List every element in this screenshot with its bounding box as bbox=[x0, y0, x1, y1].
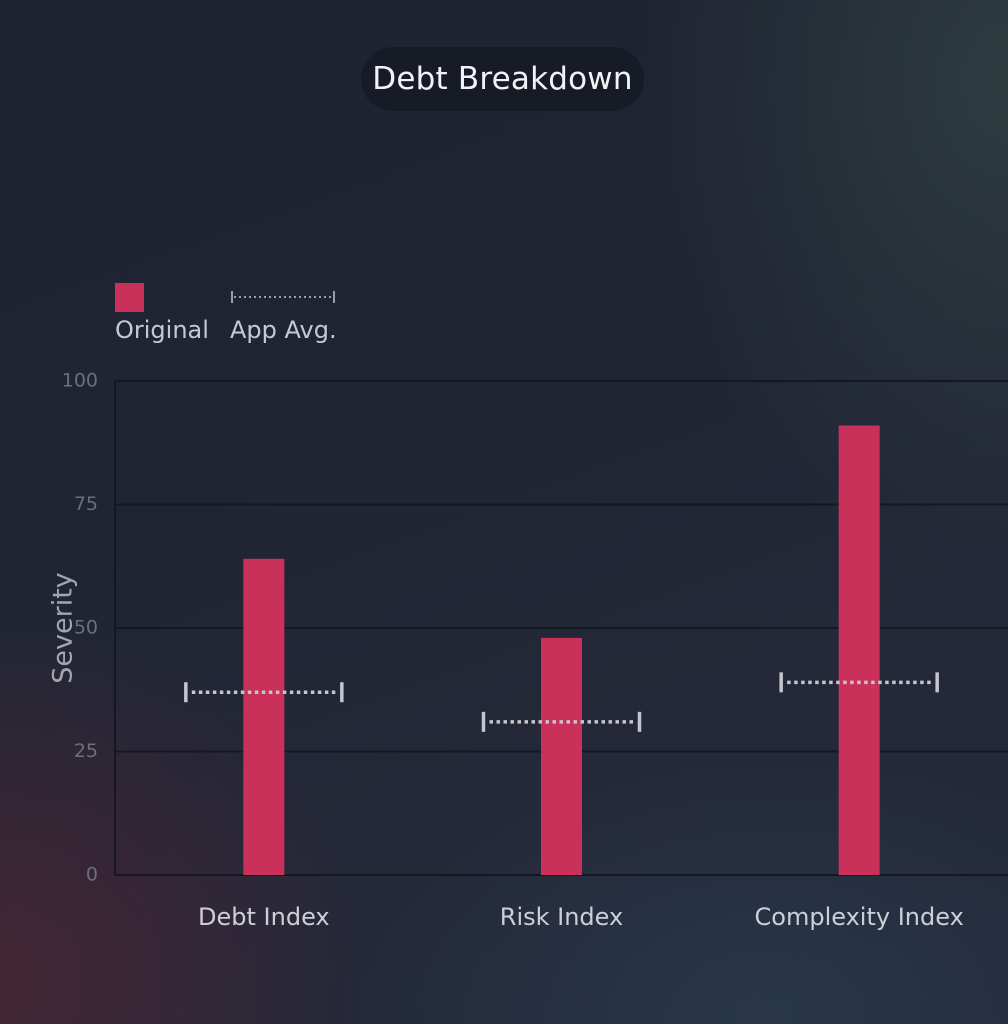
chart-title: Debt Breakdown bbox=[361, 47, 644, 111]
y-tick-label: 75 bbox=[74, 493, 98, 515]
legend: Original App Avg. bbox=[114, 282, 374, 352]
y-tick-label: 0 bbox=[86, 864, 98, 886]
bar-debt-index bbox=[243, 558, 285, 875]
legend-label-app-avg: App Avg. bbox=[230, 316, 337, 344]
bars-layer bbox=[243, 425, 880, 875]
legend-swatch-original bbox=[115, 283, 144, 312]
y-tick-label: 100 bbox=[62, 370, 98, 392]
avg-markers-layer bbox=[184, 672, 939, 732]
avg-marker-risk-index bbox=[481, 711, 642, 732]
y-axis-label: Severity bbox=[48, 572, 79, 684]
legend-swatch-app-avg bbox=[231, 291, 335, 303]
x-tick-label: Complexity Index bbox=[755, 903, 964, 931]
bar-complexity-index bbox=[838, 425, 880, 875]
y-tick-labels: 0 25 50 75 100 bbox=[62, 370, 98, 886]
bar-risk-index bbox=[541, 637, 582, 875]
x-tick-labels: Debt Index Risk Index Complexity Index bbox=[198, 903, 964, 931]
y-tick-label: 50 bbox=[74, 617, 98, 639]
avg-marker-debt-index bbox=[184, 682, 344, 703]
y-tick-label: 25 bbox=[74, 740, 98, 762]
x-tick-label: Risk Index bbox=[500, 903, 623, 931]
avg-marker-complexity-index bbox=[779, 672, 939, 693]
x-tick-label: Debt Index bbox=[198, 903, 330, 931]
legend-label-original: Original bbox=[115, 316, 209, 344]
